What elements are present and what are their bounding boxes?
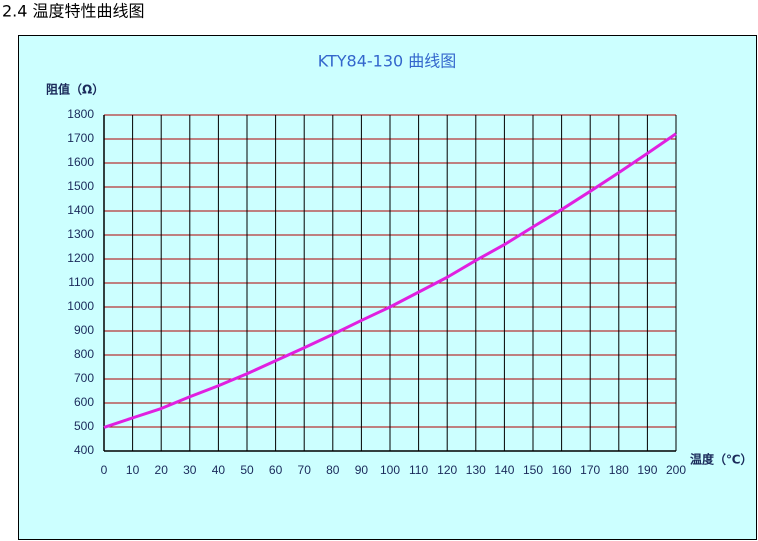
y-tick-label: 1200: [67, 251, 94, 265]
x-tick-label: 60: [269, 463, 283, 477]
y-tick-label: 1500: [67, 179, 94, 193]
y-tick-label: 1300: [67, 227, 94, 241]
y-tick-label: 1000: [67, 299, 94, 313]
x-tick-label: 160: [552, 463, 572, 477]
y-tick-label: 800: [74, 347, 94, 361]
y-tick-label: 400: [74, 443, 94, 457]
x-tick-label: 80: [326, 463, 340, 477]
x-tick-label: 170: [580, 463, 600, 477]
x-tick-label: 200: [666, 463, 686, 477]
x-tick-label: 30: [183, 463, 197, 477]
y-tick-label: 1400: [67, 203, 94, 217]
x-tick-label: 40: [212, 463, 226, 477]
heading: 2.4 温度特性曲线图: [2, 2, 145, 21]
y-tick-label: 1800: [67, 107, 94, 121]
y-tick-label: 900: [74, 323, 94, 337]
y-tick-label: 1700: [67, 131, 94, 145]
y-tick-label: 1100: [68, 275, 94, 289]
x-tick-label: 190: [637, 463, 657, 477]
x-tick-label: 50: [240, 463, 254, 477]
y-axis-label: 阻值（Ω）: [46, 82, 104, 97]
x-tick-label: 0: [101, 463, 108, 477]
x-axis-label: 温度（℃）: [690, 452, 753, 467]
chart-title: KTY84-130 曲线图: [318, 52, 457, 71]
data-line: [103, 132, 677, 429]
x-tick-label: 180: [609, 463, 629, 477]
x-tick-label: 120: [437, 463, 457, 477]
x-tick-label: 140: [494, 463, 514, 477]
x-tick-label: 110: [409, 463, 428, 477]
x-tick-label: 90: [355, 463, 369, 477]
x-tick-label: 10: [126, 463, 140, 477]
chart-frame: [18, 35, 757, 540]
y-tick-label: 700: [74, 371, 94, 385]
x-tick-label: 130: [466, 463, 486, 477]
x-tick-label: 100: [380, 463, 400, 477]
y-tick-label: 500: [74, 419, 94, 433]
y-tick-label: 1600: [67, 155, 94, 169]
x-tick-label: 150: [523, 463, 543, 477]
x-tick-label: 20: [155, 463, 169, 477]
y-tick-label: 600: [74, 395, 94, 409]
x-tick-label: 70: [298, 463, 312, 477]
